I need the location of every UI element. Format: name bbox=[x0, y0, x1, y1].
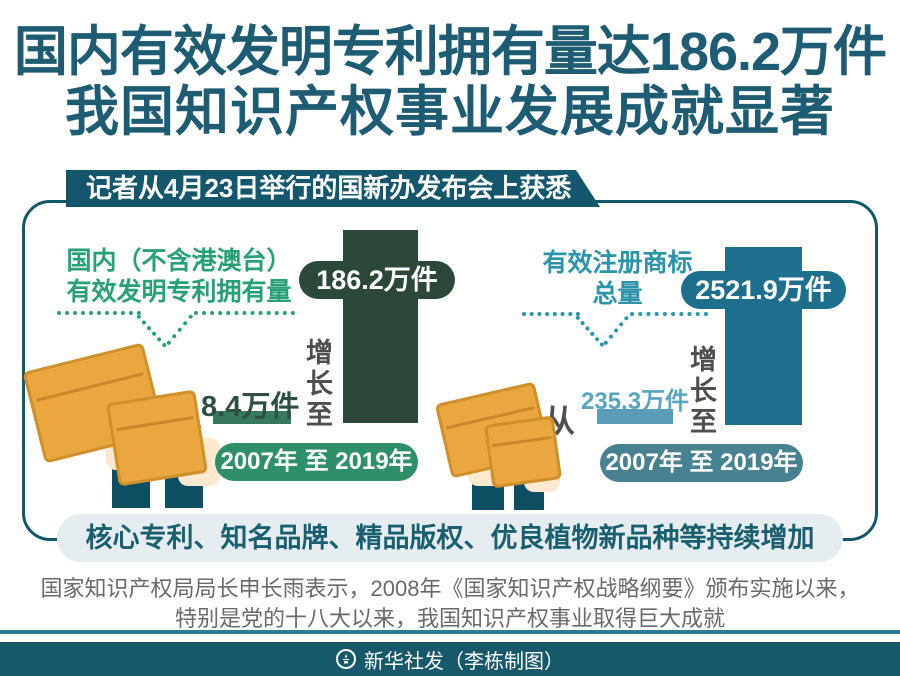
right-end-value-pill: 2521.9万件 bbox=[681, 271, 846, 309]
right-dotted-rule-b bbox=[630, 312, 708, 316]
left-chart-title: 国内（不含港澳台） 有效发明专利拥有量 bbox=[45, 246, 313, 308]
footer-bar: 新华社发（李栋制图） bbox=[0, 642, 900, 676]
right-chart-title-line2: 总量 bbox=[592, 280, 643, 308]
body-paragraph-line2: 特别是党的十八大以来，我国知识产权事业取得巨大成就 bbox=[174, 606, 725, 631]
right-chart-title: 有效注册商标 总量 bbox=[505, 248, 730, 310]
left-grow-label: 增长至 bbox=[302, 338, 332, 431]
title-line-1: 国内有效发明专利拥有量达186.2万件 bbox=[13, 22, 887, 82]
left-chart-title-line1: 国内（不含港澳台） bbox=[66, 247, 292, 275]
parcel-fold-line bbox=[115, 416, 195, 432]
right-start-value: 235.3万件 bbox=[581, 388, 690, 415]
left-parcel2-icon bbox=[105, 389, 209, 487]
right-grow-label: 增长至 bbox=[686, 345, 716, 438]
right-parcel2-icon bbox=[483, 415, 563, 489]
parcel-fold-line bbox=[491, 436, 552, 448]
right-start-bar bbox=[597, 409, 673, 424]
xinhua-logo-icon bbox=[336, 649, 356, 669]
body-paragraph: 国家知识产权局局长申长雨表示，2008年《国家知识产权战略纲要》颁布实施以来， … bbox=[0, 574, 900, 634]
footer-rule bbox=[0, 630, 900, 634]
left-start-value: 8.4万件 bbox=[201, 391, 300, 423]
left-start-bar bbox=[213, 411, 291, 424]
parcel-fold-line bbox=[35, 372, 145, 403]
left-chart-title-line2: 有效发明专利拥有量 bbox=[66, 278, 292, 306]
right-chart-title-line1: 有效注册商标 bbox=[542, 249, 693, 277]
left-end-value-pill: 186.2万件 bbox=[299, 261, 455, 299]
title-line-2: 我国知识产权事业发展成就显著 bbox=[65, 82, 835, 142]
footer-credit: 新华社发（李栋制图） bbox=[364, 650, 564, 673]
left-period-pill: 2007年 至 2019年 bbox=[215, 443, 418, 481]
left-dotted-rule-b bbox=[194, 311, 295, 315]
page-title: 国内有效发明专利拥有量达186.2万件 我国知识产权事业发展成就显著 bbox=[0, 22, 900, 142]
right-dotted-rule-a bbox=[522, 312, 580, 316]
summary-pill: 核心专利、知名品牌、精品版权、优良植物新品种等持续增加 bbox=[57, 514, 843, 562]
left-dotted-rule-a bbox=[57, 311, 141, 315]
news-source-banner: 记者从4月23日举行的国新办发布会上获悉 bbox=[66, 170, 600, 207]
body-paragraph-line1: 国家知识产权局局长申长雨表示，2008年《国家知识产权战略纲要》颁布实施以来， bbox=[40, 576, 860, 601]
right-period-pill: 2007年 至 2019年 bbox=[600, 444, 803, 482]
left-end-bar bbox=[343, 230, 418, 423]
